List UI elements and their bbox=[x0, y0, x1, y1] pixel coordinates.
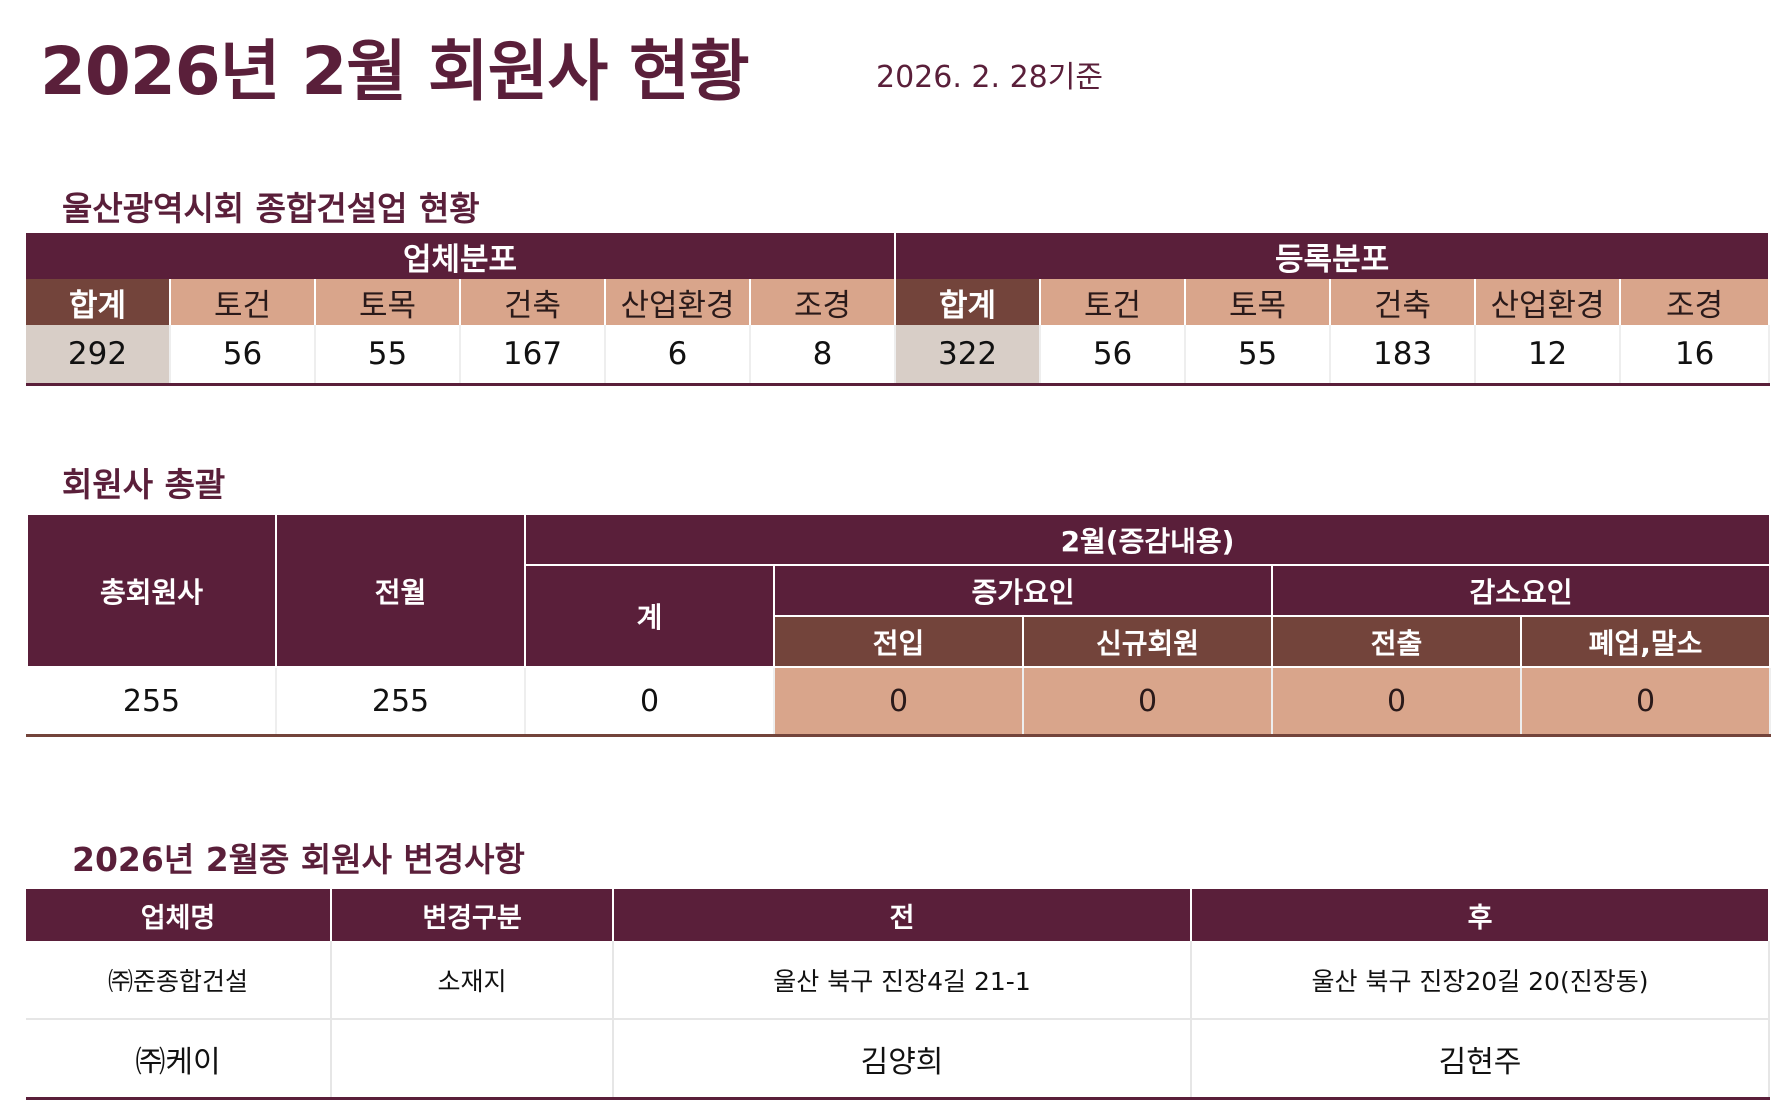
col-header: 산업환경 bbox=[1475, 279, 1622, 325]
as-of-date: 2026. 2. 28기준 bbox=[876, 60, 1103, 95]
construction-status-table: 업체분포 등록분포 합계 토건 토목 건축 산업환경 조경 합계 토건 토목 건… bbox=[26, 233, 1771, 386]
col-header: 토목 bbox=[315, 279, 461, 325]
increase-factors-header: 증가요인 bbox=[773, 564, 1273, 617]
company-value: 6 bbox=[605, 325, 751, 385]
section3-title: 2026년 2월중 회원사 변경사항 bbox=[72, 840, 525, 879]
after-header: 후 bbox=[1191, 889, 1770, 941]
col-header: 토목 bbox=[1185, 279, 1332, 325]
closure-header: 폐업,말소 bbox=[1519, 615, 1771, 668]
registration-total-value: 322 bbox=[895, 325, 1042, 385]
group-company-distribution: 업체분포 bbox=[26, 233, 897, 279]
col-header-total: 합계 bbox=[26, 279, 171, 325]
transfer-out-value: 0 bbox=[1271, 666, 1522, 737]
company-name-header: 업체명 bbox=[26, 889, 332, 941]
group-registration-distribution: 등록분포 bbox=[895, 233, 1771, 279]
change-type bbox=[331, 1019, 614, 1099]
transfer-out-header: 전출 bbox=[1271, 615, 1522, 668]
change-type: 소재지 bbox=[331, 941, 614, 1020]
page-title: 2026년 2월 회원사 현황 bbox=[40, 33, 750, 110]
company-value: 56 bbox=[170, 325, 316, 385]
member-changes-table: 업체명 변경구분 전 후 ㈜준종합건설 소재지 울산 북구 진장4길 21-1 … bbox=[26, 889, 1770, 1100]
new-member-header: 신규회원 bbox=[1022, 615, 1273, 668]
registration-value: 56 bbox=[1040, 325, 1187, 385]
col-header: 건축 bbox=[460, 279, 606, 325]
before-header: 전 bbox=[613, 889, 1192, 941]
new-member-value: 0 bbox=[1022, 666, 1273, 737]
transfer-in-header: 전입 bbox=[773, 615, 1024, 668]
change-type-header: 변경구분 bbox=[331, 889, 614, 941]
company-value: 55 bbox=[315, 325, 461, 385]
sum-header: 계 bbox=[524, 564, 775, 668]
before-value: 울산 북구 진장4길 21-1 bbox=[613, 941, 1192, 1020]
section2-title: 회원사 총괄 bbox=[62, 465, 226, 504]
col-header: 토건 bbox=[1040, 279, 1187, 325]
transfer-in-value: 0 bbox=[773, 666, 1024, 737]
after-value: 울산 북구 진장20길 20(진장동) bbox=[1191, 941, 1770, 1020]
registration-value: 183 bbox=[1330, 325, 1477, 385]
table-row: ㈜케이 김양희 김현주 bbox=[26, 1019, 1770, 1099]
before-value: 김양희 bbox=[613, 1019, 1192, 1099]
closure-value: 0 bbox=[1519, 666, 1771, 737]
previous-month-header: 전월 bbox=[275, 513, 526, 668]
previous-month-value: 255 bbox=[275, 666, 526, 737]
sum-value: 0 bbox=[524, 666, 775, 737]
month-change-header: 2월(증감내용) bbox=[523, 513, 1771, 566]
company-name: ㈜케이 bbox=[26, 1019, 332, 1099]
company-value: 167 bbox=[460, 325, 606, 385]
after-value: 김현주 bbox=[1191, 1019, 1770, 1099]
section1-title: 울산광역시회 종합건설업 현황 bbox=[62, 189, 480, 228]
registration-value: 16 bbox=[1620, 325, 1771, 385]
table-row: ㈜준종합건설 소재지 울산 북구 진장4길 21-1 울산 북구 진장20길 2… bbox=[26, 941, 1770, 1020]
company-value: 8 bbox=[750, 325, 897, 385]
col-header: 조경 bbox=[750, 279, 897, 325]
col-header: 건축 bbox=[1330, 279, 1477, 325]
decrease-factors-header: 감소요인 bbox=[1270, 564, 1771, 617]
col-header-total: 합계 bbox=[895, 279, 1042, 325]
total-members-header: 총회원사 bbox=[26, 513, 277, 668]
total-members-value: 255 bbox=[26, 666, 277, 737]
registration-value: 55 bbox=[1185, 325, 1332, 385]
col-header: 토건 bbox=[170, 279, 316, 325]
registration-value: 12 bbox=[1475, 325, 1622, 385]
member-summary-table: 총회원사 전월 2월(증감내용) 계 증가요인 감소요인 전입 신규회원 전출 … bbox=[26, 513, 1771, 737]
col-header: 산업환경 bbox=[605, 279, 751, 325]
company-total-value: 292 bbox=[26, 325, 171, 385]
company-name: ㈜준종합건설 bbox=[26, 941, 332, 1020]
col-header: 조경 bbox=[1620, 279, 1771, 325]
